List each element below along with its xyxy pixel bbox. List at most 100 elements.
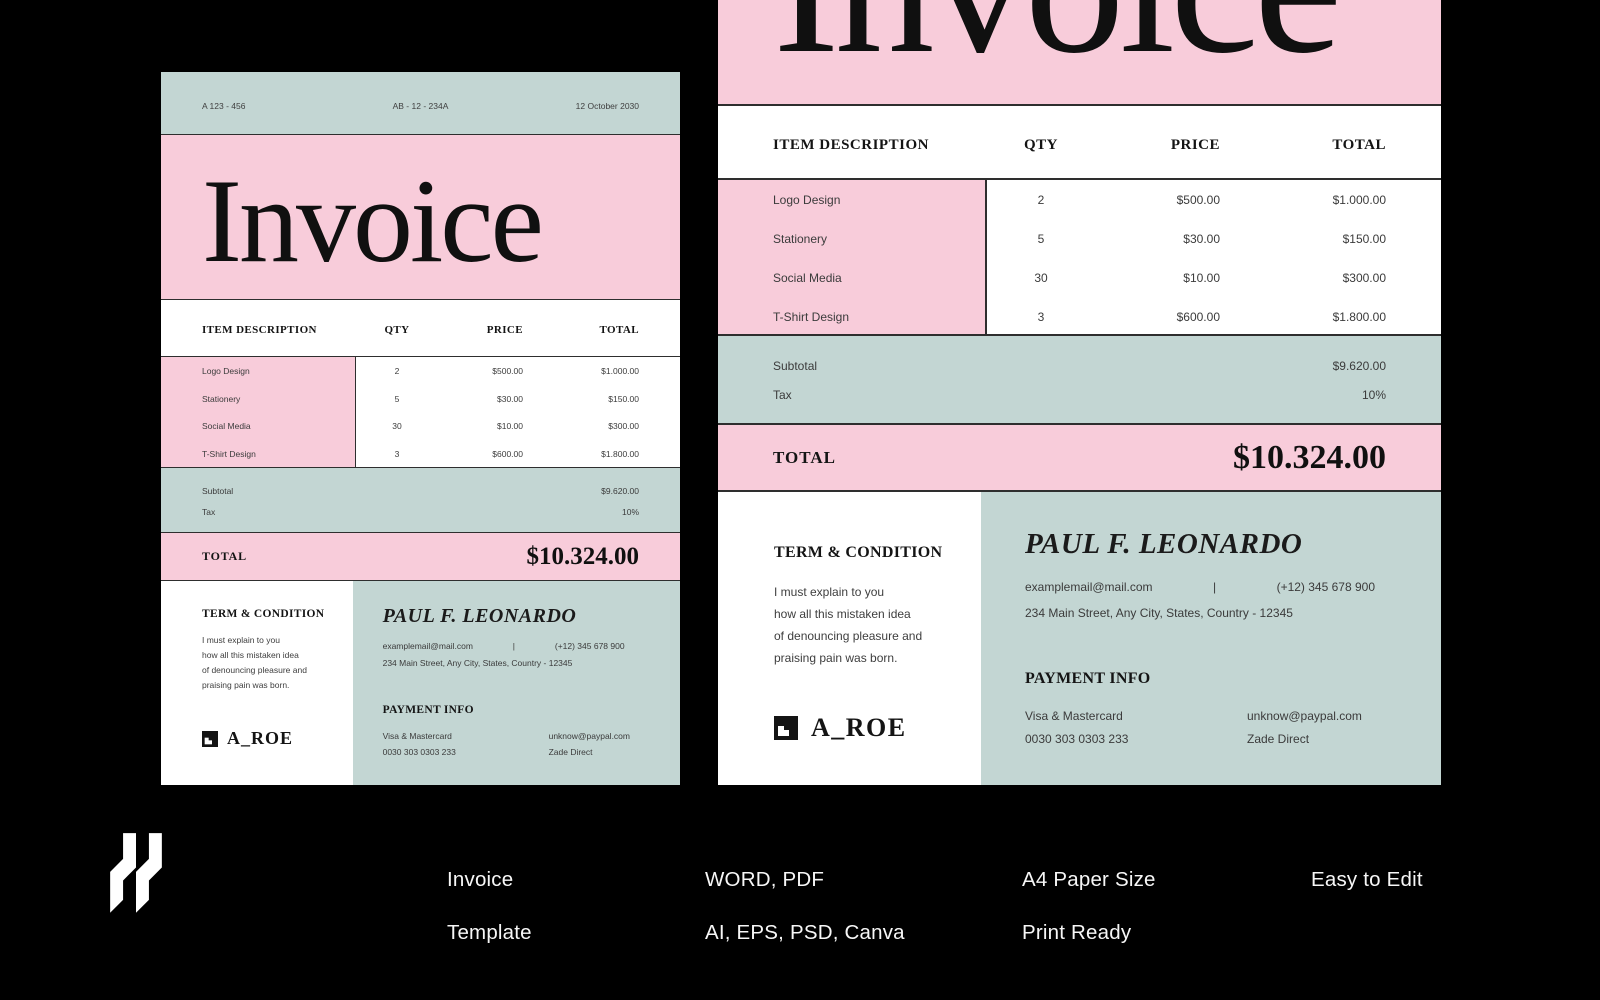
cell-total: $300.00 [1342, 270, 1386, 285]
col-total: TOTAL [1332, 136, 1386, 153]
cell-desc: T-Shirt Design [773, 309, 850, 324]
feature-file-formats: WORD, PDF AI, EPS, PSD, Canva [705, 840, 905, 973]
table-row: Social Media 30 $10.00 $300.00 [718, 258, 1441, 297]
cell-price: $30.00 [497, 393, 523, 404]
contact-email: examplemail@mail.com [1025, 580, 1153, 594]
payment-method: Visa & Mastercard [382, 731, 452, 741]
terms-line: I must explain to you [202, 635, 280, 645]
payment-method: Visa & Mastercard [1025, 709, 1123, 723]
cell-price: $600.00 [1176, 309, 1220, 324]
subtotal-row: Subtotal $9.620.00 [202, 486, 639, 496]
contact-address: 234 Main Street, Any City, States, Count… [382, 658, 573, 668]
contact-line: examplemail@mail.com | (+12) 345 678 900 [1025, 580, 1375, 594]
total-band: TOTAL $10.324.00 [718, 425, 1441, 492]
tax-row: Tax 10% [202, 507, 639, 517]
divider-bar: | [512, 641, 516, 651]
col-total: TOTAL [599, 324, 639, 336]
cell-qty: 5 [394, 393, 400, 404]
col-qty: QTY [1023, 136, 1058, 153]
invoice-preview-full: A 123 - 456 AB - 12 - 234A 12 October 20… [161, 72, 680, 785]
cell-price: $600.00 [492, 449, 523, 460]
invoice-meta-strip: A 123 - 456 AB - 12 - 234A 12 October 20… [161, 72, 680, 135]
cell-desc: Stationery [202, 393, 241, 404]
invoice-title-band: Invoice [718, 0, 1441, 106]
payment-account: 0030 303 0303 233 [382, 747, 456, 757]
total-label: TOTAL [202, 549, 247, 563]
terms-heading: TERM & CONDITION [774, 544, 943, 561]
cell-qty: 5 [1037, 231, 1045, 246]
brand-lockup: A_ROE [202, 728, 293, 749]
cell-total: $1.000.00 [601, 365, 639, 376]
payment-account: 0030 303 0303 233 [1025, 732, 1129, 746]
feature-line: Print Ready [1022, 920, 1132, 944]
feature-line: Invoice [447, 867, 514, 891]
cell-qty: 30 [1034, 270, 1048, 285]
brand-name: A_ROE [227, 728, 294, 748]
item-column-highlight [718, 180, 987, 334]
terms-heading: TERM & CONDITION [202, 608, 325, 620]
invoice-footer-section: TERM & CONDITION I must explain to you h… [161, 581, 680, 785]
cell-total: $1.000.00 [1332, 192, 1386, 207]
subtotal-value: $9.620.00 [601, 485, 639, 496]
terms-line: of denouncing pleasure and [202, 665, 307, 675]
col-item-description: ITEM DESCRIPTION [773, 136, 929, 153]
cell-price: $10.00 [1183, 270, 1220, 285]
feature-line: A4 Paper Size [1022, 867, 1156, 891]
table-row: Social Media 30 $10.00 $300.00 [161, 413, 680, 441]
contact-column: PAUL F. LEONARDO examplemail@mail.com | … [352, 581, 680, 785]
contact-address: 234 Main Street, Any City, States, Count… [1025, 606, 1293, 620]
cell-qty: 3 [1037, 309, 1045, 324]
total-amount: $10.324.00 [1233, 438, 1386, 476]
tax-label: Tax [773, 388, 792, 402]
cell-price: $500.00 [492, 365, 523, 376]
invoice-footer-section: TERM & CONDITION I must explain to you h… [718, 492, 1441, 785]
payment-paypal: unknow@paypal.com [548, 731, 630, 741]
cell-total: $1.800.00 [1332, 309, 1386, 324]
terms-line: of denouncing pleasure and [774, 629, 923, 643]
cell-total: $300.00 [608, 421, 639, 432]
table-row: Stationery 5 $30.00 $150.00 [718, 219, 1441, 258]
checker-square-icon [774, 716, 798, 740]
col-item-description: ITEM DESCRIPTION [202, 324, 317, 336]
table-header: ITEM DESCRIPTION QTY PRICE TOTAL [161, 300, 680, 357]
payment-service: Zade Direct [548, 747, 593, 757]
tax-value: 10% [1361, 388, 1386, 402]
invoice-code: AB - 12 - 234A [392, 101, 449, 111]
contact-phone: (+12) 345 678 900 [1276, 580, 1375, 594]
payment-col-left: Visa & Mastercard 0030 303 0303 233 [1025, 705, 1247, 751]
table-row: Logo Design 2 $500.00 $1.000.00 [718, 180, 1441, 219]
payment-heading: PAYMENT INFO [382, 704, 474, 716]
subtotal-label: Subtotal [773, 359, 818, 373]
col-price: PRICE [486, 324, 523, 336]
feature-line: AI, EPS, PSD, Canva [705, 920, 905, 944]
cell-total: $150.00 [608, 393, 639, 404]
feature-line: Easy to Edit [1311, 867, 1423, 891]
col-qty: QTY [384, 324, 410, 336]
cell-total: $1.800.00 [601, 449, 639, 460]
feature-line: Template [447, 920, 532, 944]
terms-line: how all this mistaken idea [202, 650, 299, 660]
tax-value: 10% [621, 506, 639, 517]
payment-details: Visa & Mastercard 0030 303 0303 233 unkn… [1025, 705, 1375, 751]
cell-price: $500.00 [1176, 192, 1220, 207]
invoice-number: A 123 - 456 [202, 101, 246, 111]
subtotal-label: Subtotal [202, 485, 234, 496]
feature-line: WORD, PDF [705, 867, 825, 891]
payment-col-left: Visa & Mastercard 0030 303 0303 233 [383, 728, 549, 760]
invoice-title-band: Invoice [161, 135, 680, 300]
terms-paragraph: I must explain to you how all this mista… [202, 633, 335, 693]
terms-column: TERM & CONDITION I must explain to you h… [718, 492, 981, 785]
table-body: Logo Design 2 $500.00 $1.000.00 Statione… [161, 357, 680, 468]
payment-details: Visa & Mastercard 0030 303 0303 233 unkn… [383, 728, 630, 760]
brand-lockup: A_ROE [774, 713, 907, 743]
col-price: PRICE [1170, 136, 1220, 153]
cell-desc: Logo Design [773, 192, 841, 207]
item-column-highlight [161, 357, 356, 467]
table-row: Logo Design 2 $500.00 $1.000.00 [161, 357, 680, 385]
invoice-title: Invoice [202, 154, 544, 287]
payment-service: Zade Direct [1247, 732, 1310, 746]
table-header: ITEM DESCRIPTION QTY PRICE TOTAL [718, 106, 1441, 180]
feature-easy-edit: Easy to Edit [1311, 840, 1423, 920]
invoice-date: 12 October 2030 [575, 101, 639, 111]
